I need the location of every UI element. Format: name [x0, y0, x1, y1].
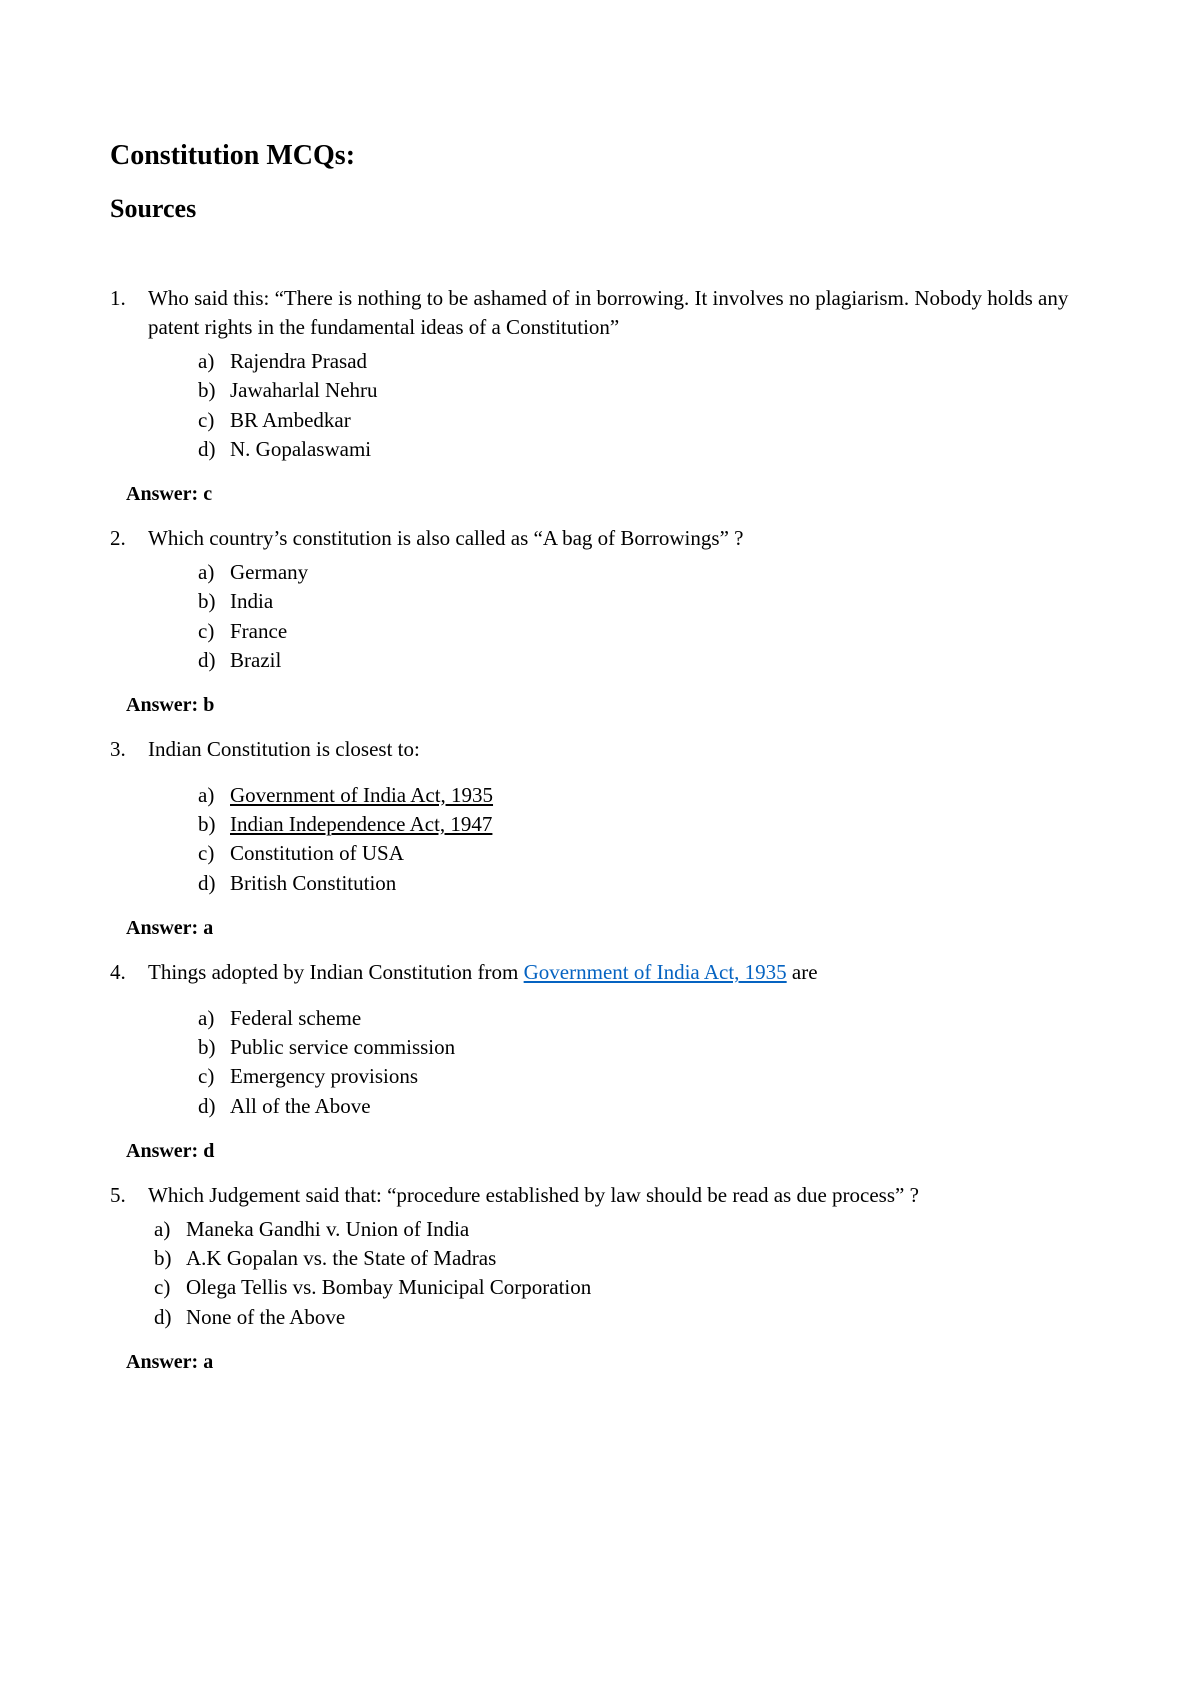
options-list: a)Federal schemeb)Public service commiss… — [148, 1004, 1090, 1122]
option-letter: a) — [198, 558, 230, 587]
option-letter: b) — [198, 587, 230, 616]
option-text: France — [230, 619, 287, 643]
option-letter: b) — [198, 376, 230, 405]
option-item: d)N. Gopalaswami — [198, 435, 1090, 464]
question-item: 4.Things adopted by Indian Constitution … — [148, 958, 1090, 1165]
option-text: Federal scheme — [230, 1006, 361, 1030]
option-letter: c) — [198, 617, 230, 646]
page-subtitle: Sources — [110, 194, 1090, 224]
answer-line: Answer: c — [126, 480, 1090, 508]
question-item: 2.Which country’s constitution is also c… — [148, 524, 1090, 719]
option-item: a)Germany — [198, 558, 1090, 587]
option-text: A.K Gopalan vs. the State of Madras — [186, 1246, 496, 1270]
answer-line: Answer: a — [126, 914, 1090, 942]
option-letter: c) — [198, 1062, 230, 1091]
options-list: a)Germanyb)Indiac)Franced)Brazil — [148, 558, 1090, 676]
option-item: a)Federal scheme — [198, 1004, 1090, 1033]
option-letter: a) — [198, 1004, 230, 1033]
option-item: a)Government of India Act, 1935 — [198, 781, 1090, 810]
option-text: Indian Independence Act, 1947 — [230, 812, 492, 836]
option-item: c)Olega Tellis vs. Bombay Municipal Corp… — [154, 1273, 1090, 1302]
option-text: All of the Above — [230, 1094, 371, 1118]
options-list: a)Maneka Gandhi v. Union of Indiab)A.K G… — [148, 1215, 1090, 1333]
option-text: Public service commission — [230, 1035, 455, 1059]
option-letter: b) — [198, 810, 230, 839]
question-item: 3.Indian Constitution is closest to:a)Go… — [148, 735, 1090, 942]
option-letter: b) — [154, 1244, 186, 1273]
question-text: Things adopted by Indian Constitution fr… — [148, 958, 1090, 987]
answer-line: Answer: b — [126, 691, 1090, 719]
option-text: N. Gopalaswami — [230, 437, 371, 461]
option-letter: d) — [198, 435, 230, 464]
option-letter: d) — [198, 869, 230, 898]
option-text: Government of India Act, 1935 — [230, 783, 493, 807]
option-item: b)A.K Gopalan vs. the State of Madras — [154, 1244, 1090, 1273]
option-text: BR Ambedkar — [230, 408, 351, 432]
option-letter: a) — [154, 1215, 186, 1244]
option-letter: a) — [198, 781, 230, 810]
option-letter: d) — [198, 646, 230, 675]
option-text: Constitution of USA — [230, 841, 404, 865]
option-item: d)None of the Above — [154, 1303, 1090, 1332]
option-text: British Constitution — [230, 871, 396, 895]
option-text: Maneka Gandhi v. Union of India — [186, 1217, 469, 1241]
option-letter: d) — [154, 1303, 186, 1332]
questions-list: 1. Who said this: “There is nothing to be… — [110, 284, 1090, 1376]
option-item: c)Emergency provisions — [198, 1062, 1090, 1091]
option-item: a)Maneka Gandhi v. Union of India — [154, 1215, 1090, 1244]
option-text: India — [230, 589, 273, 613]
option-letter: c) — [198, 839, 230, 868]
question-item: 5.Which Judgement said that: “procedure … — [148, 1181, 1090, 1376]
question-number: 2. — [110, 524, 126, 553]
option-item: d)British Constitution — [198, 869, 1090, 898]
option-item: c)France — [198, 617, 1090, 646]
option-letter: c) — [154, 1273, 186, 1302]
options-list: a)Rajendra Prasadb)Jawaharlal Nehruc)BR … — [148, 347, 1090, 465]
spacer — [148, 765, 1090, 777]
option-item: d)Brazil — [198, 646, 1090, 675]
question-number: 4. — [110, 958, 126, 987]
option-item: b)Indian Independence Act, 1947 — [198, 810, 1090, 839]
option-letter: a) — [198, 347, 230, 376]
option-letter: c) — [198, 406, 230, 435]
option-text: None of the Above — [186, 1305, 345, 1329]
option-item: c)Constitution of USA — [198, 839, 1090, 868]
option-text: Brazil — [230, 648, 281, 672]
question-text-pre: Things adopted by Indian Constitution fr… — [148, 960, 524, 984]
question-number: 5. — [110, 1181, 126, 1210]
answer-line: Answer: a — [126, 1348, 1090, 1376]
question-text: Which country’s constitution is also cal… — [148, 524, 1090, 553]
option-item: b)Jawaharlal Nehru — [198, 376, 1090, 405]
question-item: 1.Who said this: “There is nothing to be… — [148, 284, 1090, 508]
option-item: b)Public service commission — [198, 1033, 1090, 1062]
option-text: Germany — [230, 560, 308, 584]
question-text-post: are — [787, 960, 818, 984]
option-text: Emergency provisions — [230, 1064, 418, 1088]
option-letter: b) — [198, 1033, 230, 1062]
question-number: 1. — [110, 284, 126, 313]
question-number: 3. — [110, 735, 126, 764]
option-item: a)Rajendra Prasad — [198, 347, 1090, 376]
spacer — [148, 988, 1090, 1000]
question-text: Which Judgement said that: “procedure es… — [148, 1181, 1090, 1210]
option-text: Jawaharlal Nehru — [230, 378, 378, 402]
option-item: d)All of the Above — [198, 1092, 1090, 1121]
question-text: Who said this: “There is nothing to be a… — [148, 284, 1090, 343]
answer-line: Answer: d — [126, 1137, 1090, 1165]
page-title: Constitution MCQs: — [110, 140, 1090, 172]
option-item: b)India — [198, 587, 1090, 616]
option-text: Rajendra Prasad — [230, 349, 367, 373]
option-text: Olega Tellis vs. Bombay Municipal Corpor… — [186, 1275, 591, 1299]
question-link[interactable]: Government of India Act, 1935 — [524, 960, 787, 984]
question-text: Indian Constitution is closest to: — [148, 735, 1090, 764]
option-letter: d) — [198, 1092, 230, 1121]
option-item: c)BR Ambedkar — [198, 406, 1090, 435]
options-list: a)Government of India Act, 1935b)Indian … — [148, 781, 1090, 899]
